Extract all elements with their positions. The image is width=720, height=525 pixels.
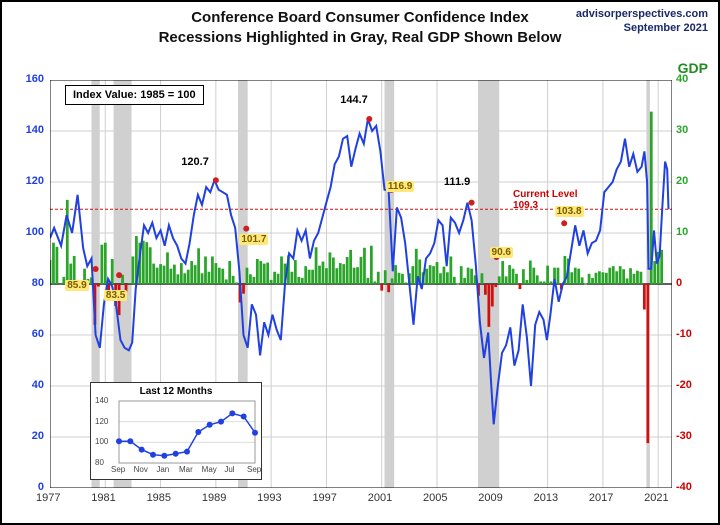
y-left-tick-label: 60	[4, 328, 44, 340]
inset-x-tick: Jul	[224, 465, 234, 474]
y-right-tick-label: 0	[676, 277, 716, 289]
inset-x-tick: Mar	[179, 465, 193, 474]
x-tick-label: 1993	[257, 492, 281, 504]
y-left-tick-label: 40	[4, 379, 44, 391]
x-tick-label: 1997	[312, 492, 336, 504]
y-left-tick-label: 20	[4, 430, 44, 442]
current-level-value: 109.3	[513, 200, 577, 211]
trough-label: 83.5	[104, 290, 127, 301]
y-right-tick-label: -10	[676, 328, 716, 340]
x-tick-label: 1989	[202, 492, 226, 504]
y-right-tick-label: -30	[676, 430, 716, 442]
inset-x-tick: Nov	[134, 465, 148, 474]
peak-label: 144.7	[340, 94, 368, 106]
index-value-note: Index Value: 1985 = 100	[65, 85, 204, 105]
source-site: advisorperspectives.com	[576, 8, 708, 22]
source-attribution: advisorperspectives.com September 2021	[576, 8, 708, 36]
source-date: September 2021	[576, 22, 708, 36]
y-right-tick-label: -20	[676, 379, 716, 391]
y-left-tick-label: 160	[4, 73, 44, 85]
x-tick-label: 1981	[91, 492, 115, 504]
chart-container: Conference Board Consumer Confidence Ind…	[0, 0, 720, 525]
x-tick-label: 2021	[644, 492, 668, 504]
inset-y-tick: 80	[95, 458, 104, 467]
y-left-tick-label: 100	[4, 226, 44, 238]
plot-area: Index Value: 1985 = 100 120.7 144.7 111.9 8…	[50, 80, 672, 488]
x-tick-label: 2017	[589, 492, 613, 504]
current-level-label: Current Level109.3	[513, 189, 577, 211]
y-left-tick-label: 80	[4, 277, 44, 289]
x-tick-label: 1977	[36, 492, 60, 504]
y-right-tick-label: 10	[676, 226, 716, 238]
inset-y-tick: 100	[95, 437, 108, 446]
y-left-tick-label: 140	[4, 124, 44, 136]
y-right-tick-label: -40	[676, 481, 716, 493]
inset-y-tick: 120	[95, 417, 108, 426]
inset-y-tick: 140	[95, 396, 108, 405]
x-tick-label: 2005	[423, 492, 447, 504]
trough-label: 101.7	[239, 234, 268, 245]
x-tick-label: 2013	[534, 492, 558, 504]
trough-label: 116.9	[386, 181, 414, 192]
x-tick-label: 2009	[478, 492, 502, 504]
inset-x-tick: Sep	[111, 465, 125, 474]
inset-x-tick: Sep	[247, 465, 261, 474]
peak-label: 111.9	[444, 176, 470, 188]
inset-x-tick: Jan	[156, 465, 169, 474]
inset-chart: Last 12 Months 80100120140SepNovJanMarMa…	[90, 382, 262, 480]
current-level-text: Current Level	[513, 189, 577, 200]
trough-label: 90.6	[490, 247, 513, 258]
y-right-tick-label: 40	[676, 73, 716, 85]
trough-label: 85.9	[65, 280, 88, 291]
x-tick-label: 2001	[368, 492, 392, 504]
x-tick-label: 1985	[147, 492, 171, 504]
y-right-tick-label: 20	[676, 175, 716, 187]
inset-x-tick: May	[202, 465, 217, 474]
peak-label: 120.7	[181, 156, 209, 168]
y-right-tick-label: 30	[676, 124, 716, 136]
y-left-tick-label: 0	[4, 481, 44, 493]
y-left-tick-label: 120	[4, 175, 44, 187]
